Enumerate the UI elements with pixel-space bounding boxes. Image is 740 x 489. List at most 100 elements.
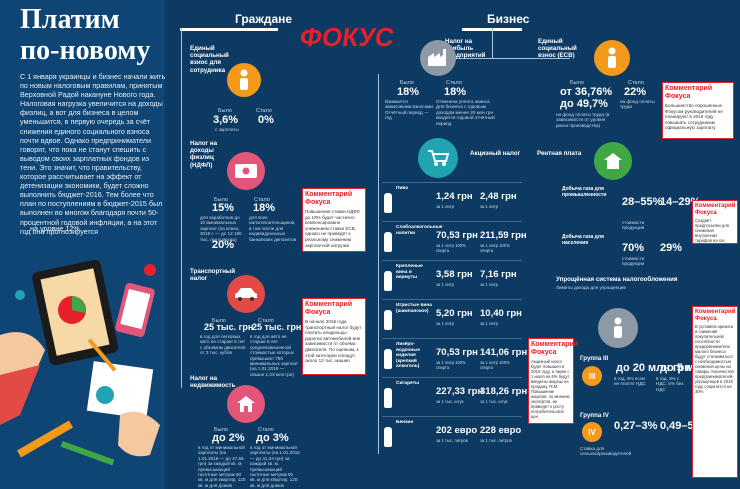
rent-industry-was: 28–55% (622, 196, 663, 208)
excise-was: 5,20 грн (436, 308, 473, 319)
excise-row: Игристые вина (шампанское) 5,20 грн за 1 л… (382, 299, 522, 338)
business-rent-label: Рентная плата (537, 150, 582, 157)
rent-population-was: 70% (622, 242, 645, 254)
citizens-esv-label: Единый социальный взнос для сотрудника (190, 45, 229, 74)
divider (180, 28, 278, 31)
excise-now-note: за 1 литр 100% спирта (480, 243, 510, 253)
bottle-icon (384, 427, 392, 447)
comment-box-rent: Комментарий Фокуса Создаёт предпосылки д… (692, 200, 738, 244)
bottle-icon (384, 193, 392, 213)
business-profit-label: Налог на прибыль предприятий (445, 38, 486, 60)
excise-was: 70,53 грн (436, 347, 478, 358)
cart-icon (418, 138, 458, 178)
business-excise-label: Акцизный налог (470, 150, 521, 157)
citizens-transport-was: 25 тыс. грн (204, 322, 254, 332)
citizens-property-now: до 3% (256, 432, 289, 444)
business-simplified-label: Упрощённая система налогообложения (556, 276, 678, 283)
business-esv-now: 22% (624, 86, 647, 98)
intro-text-tail: на уровне 12% (30, 224, 80, 233)
bottle-icon (384, 271, 392, 291)
business-esv-label: Единый социальный взнос (ЕСВ) (538, 38, 577, 60)
page-title: Платим по-новому (20, 4, 151, 66)
group-4-badge: IV (582, 422, 602, 442)
excise-now-note: за 1 литр (480, 321, 498, 326)
excise-row: Пиво 1,24 грн за 1 литр 2,48 грн за 1 литр (382, 182, 522, 221)
comment-box-excise: Комментарий Фокуса Акцизный налог будет … (528, 338, 578, 424)
excise-was-note: за 1 литр (436, 204, 454, 209)
excise-was-note: за 1 литр (436, 282, 454, 287)
focus-logo: ФОКУС (297, 22, 397, 52)
citizens-property-was: до 2% (212, 432, 245, 444)
excise-was: 1,24 грн (436, 191, 473, 202)
citizens-esv-now: 0% (258, 114, 274, 126)
section-heading-citizens: Граждане (235, 12, 293, 26)
excise-now: 211,59 грн (480, 230, 527, 241)
excise-now: 10,40 грн (480, 308, 522, 319)
excise-row: Сигареты 227,33 грн за 1 тыс. штук 318,26 г… (382, 377, 527, 416)
excise-item-name: Бензин (396, 420, 414, 425)
bottle-icon (384, 232, 392, 252)
business-esv-was: от 36,76% до 49,7% (560, 86, 613, 110)
simplified-g3-was: до 20 млн грн (616, 362, 691, 374)
factory-icon (420, 40, 456, 76)
comment-box-transport: Комментарий Фокуса В начале 2016 года тр… (302, 298, 366, 375)
group-3-badge: III (582, 366, 602, 386)
excise-now-note: за 1 тыс. штук (480, 399, 508, 404)
citizens-ndfl-now: 18% (253, 202, 276, 214)
comment-box-ndfl: Комментарий Фокуса Повышение ставки НДФЛ… (302, 188, 366, 252)
excise-now-note: за 1 литр (480, 282, 498, 287)
bottle-icon (384, 310, 392, 330)
excise-now: 141,06 грн (480, 347, 528, 358)
excise-now: 228 евро (480, 425, 522, 436)
business-profit-now: 18% (444, 86, 467, 98)
excise-item-name: Игристые вина (шампанское) (396, 303, 432, 314)
excise-row: Слабоалкогольные напитки 70,53 грн за 1 ли… (382, 221, 527, 260)
excise-was-note: за 1 тыс. литров (436, 438, 468, 443)
connector-line (492, 28, 493, 58)
citizens-transport-label: Транспортный налог (190, 268, 236, 283)
excise-was: 3,58 грн (436, 269, 473, 280)
person-icon (227, 63, 261, 97)
excise-now: 2,48 грн (480, 191, 517, 202)
simplified-g4-was: 0,27–3% (614, 420, 658, 432)
excise-row: Ликёро-водочные изделия (крепкий алкогол… (382, 338, 527, 377)
excise-was-note: за 1 литр (436, 321, 454, 326)
money-icon (227, 152, 265, 190)
excise-item-name: Слабоалкогольные напитки (396, 225, 443, 236)
citizens-ndfl-was: 15% (212, 202, 235, 214)
excise-was: 227,33 грн (436, 386, 484, 397)
excise-row: Крепленые вина и вермуты 3,58 грн за 1 лит… (382, 260, 522, 299)
person-icon (594, 40, 630, 76)
rent-population-now: 29% (660, 242, 683, 254)
citizens-transport-now: 25 тыс. грн (252, 322, 302, 332)
comment-box-esv: Комментарий Фокуса Большинство опрошенны… (662, 82, 734, 139)
business-profit-was: 18% (397, 86, 420, 98)
citizens-property-label: Налог на недвижимость (190, 375, 236, 390)
excise-was-note: за 1 тыс. штук (436, 399, 464, 404)
rent-industry-now: 14–29% (660, 196, 701, 208)
connector-line (378, 74, 379, 454)
excise-now: 7,16 грн (480, 269, 517, 280)
excise-row: Бензин 202 евро за 1 тыс. литров 228 евро за… (382, 416, 522, 455)
illustration-hands-tablet (0, 259, 160, 466)
excise-now-note: за 1 литр 100% спирта (480, 360, 510, 370)
citizens-ndfl-label: Налог на доходы физлиц (НДФЛ) (190, 140, 218, 169)
excise-item-name: Ликёро-водочные изделия (крепкий алкогол… (396, 342, 421, 370)
car-icon (227, 275, 265, 313)
bottle-icon (384, 388, 392, 408)
excise-was-note: за 1 литр 100% спирта (436, 360, 466, 370)
person-icon (598, 308, 638, 348)
excise-list: Пиво 1,24 грн за 1 литр 2,48 грн за 1 литр Сл… (382, 182, 527, 455)
connector-line (181, 28, 182, 388)
excise-was: 70,53 грн (436, 230, 478, 241)
connector-line (440, 58, 570, 59)
citizens-ndfl-extra: 20% (212, 239, 235, 251)
citizens-esv-was: 3,6% (213, 114, 239, 126)
section-heading-business: Бизнес (487, 12, 530, 26)
excise-now: 318,26 грн (480, 386, 528, 397)
excise-was-note: за 1 литр 100% спирта (436, 243, 466, 253)
house-icon (594, 142, 632, 180)
intro-text: С 1 января украинцы и бизнес начали жить… (20, 72, 166, 236)
excise-item-name: Крепленые вина и вермуты (396, 264, 423, 281)
comment-box-simplified: Комментарий Фокуса В условиях кризиса и … (692, 306, 738, 478)
